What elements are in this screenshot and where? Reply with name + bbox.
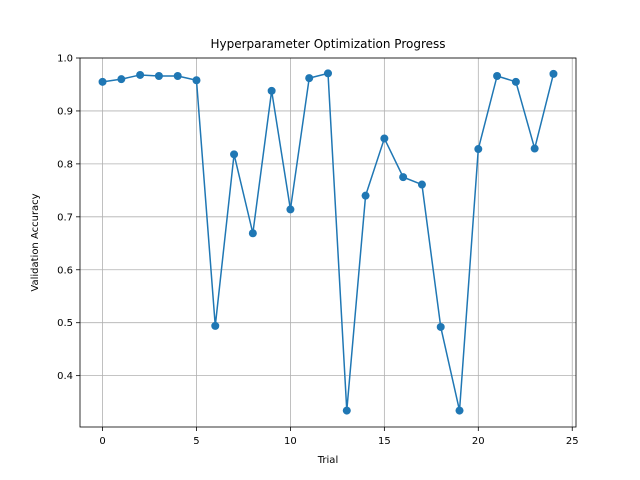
y-tick-label: 0.6 — [57, 265, 73, 276]
data-point — [436, 322, 445, 331]
y-tick-label: 1.0 — [57, 54, 73, 65]
data-point — [324, 69, 332, 78]
series — [98, 69, 558, 415]
x-tick-label: 15 — [378, 436, 391, 447]
x-tick-label: 10 — [284, 436, 297, 447]
data-point — [154, 72, 163, 80]
x-tick-label: 5 — [193, 436, 199, 447]
data-point — [98, 77, 107, 86]
y-tick-label: 0.7 — [57, 212, 73, 223]
data-point — [417, 180, 426, 189]
data-point — [305, 74, 314, 83]
data-point — [230, 150, 239, 159]
data-point — [474, 145, 483, 154]
data-point — [455, 406, 464, 415]
data-point — [286, 205, 295, 214]
data-point — [361, 191, 370, 200]
data-point — [549, 69, 558, 78]
data-point — [399, 173, 408, 182]
y-tick-label: 0.4 — [57, 371, 73, 382]
data-point — [511, 77, 520, 86]
x-tick-label: 20 — [472, 436, 485, 447]
data-point — [173, 72, 182, 80]
chart-title: Hyperparameter Optimization Progress — [210, 37, 445, 51]
y-tick-label: 0.5 — [57, 318, 73, 329]
data-point — [267, 86, 276, 95]
x-axis-title: Trial — [317, 455, 338, 466]
plot-frame — [79, 57, 577, 428]
data-point — [380, 134, 389, 143]
data-point — [530, 144, 539, 153]
x-tick-label: 0 — [99, 436, 105, 447]
data-point — [211, 321, 220, 330]
y-tick-label: 0.8 — [57, 159, 73, 170]
data-point — [117, 75, 126, 84]
ticks: 0 5 10 15 20 25 0.4 0.5 0.6 0.7 0.8 0.9 1.0 — [57, 54, 579, 448]
y-axis-title: Validation Accuracy — [30, 193, 41, 291]
x-tick-label: 25 — [566, 436, 579, 447]
data-point — [136, 70, 145, 79]
data-point — [192, 76, 201, 85]
data-point — [342, 406, 351, 415]
y-tick-label: 0.9 — [57, 106, 73, 117]
data-point — [493, 72, 502, 80]
data-point — [248, 229, 257, 238]
